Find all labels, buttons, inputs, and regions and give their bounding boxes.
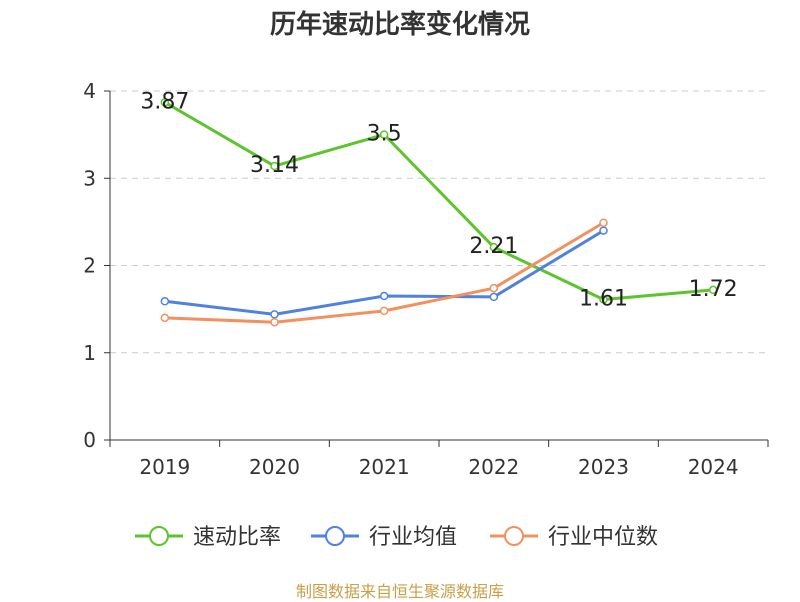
data-label: 1.72 [689,277,738,302]
data-label: 3.5 [367,122,402,147]
y-tick-label: 1 [83,341,96,365]
y-tick-label: 2 [83,254,96,278]
data-point [379,130,389,139]
series-line-1 [164,229,605,316]
x-tick-label: 2020 [249,455,300,479]
legend-label: 行业均值 [369,525,457,550]
source-note: 制图数据来自恒生聚源数据库 [295,582,504,601]
data-point [160,98,170,107]
x-tick-label: 2019 [139,455,190,479]
data-label: 2.21 [469,234,518,259]
series-layer [160,98,718,327]
data-point [599,226,608,235]
data-point [270,310,279,319]
data-label-layer: 3.87 3.14 3.5 2.21 1.61 1.72 [140,89,737,311]
legend-label: 行业中位数 [548,525,658,550]
data-label: 3.14 [250,153,299,178]
x-tick-label: 2024 [688,455,739,479]
data-label: 3.87 [140,89,189,114]
data-point [599,295,608,304]
series-line-0 [164,101,714,302]
legend-marker [504,526,524,546]
y-tick-label: 3 [83,166,96,190]
data-point [160,297,170,306]
data-point [489,292,499,302]
axis-layer: 0 1 2 3 4 2019 2020 2021 2022 2023 2024 [83,79,769,479]
data-point [270,317,279,327]
data-point [708,285,718,295]
data-point [270,161,279,171]
legend: 速动比率 行业均值 行业中位数 [135,525,658,550]
y-tick-label: 0 [83,428,96,452]
data-point [599,218,608,227]
x-tick-label: 2023 [578,455,629,479]
data-point [160,313,170,323]
data-label: 1.61 [579,287,628,312]
data-point [489,242,499,252]
x-tick-label: 2021 [359,455,410,479]
chart-title: 历年速动比率变化情况 [269,10,530,40]
data-point [489,283,499,293]
x-tick-label: 2022 [468,455,519,479]
grid-layer [110,90,768,354]
data-point [379,306,389,316]
legend-label: 速动比率 [193,525,281,550]
data-point [379,291,389,301]
legend-marker [325,526,345,546]
legend-marker [149,526,169,546]
y-tick-label: 4 [83,79,96,103]
